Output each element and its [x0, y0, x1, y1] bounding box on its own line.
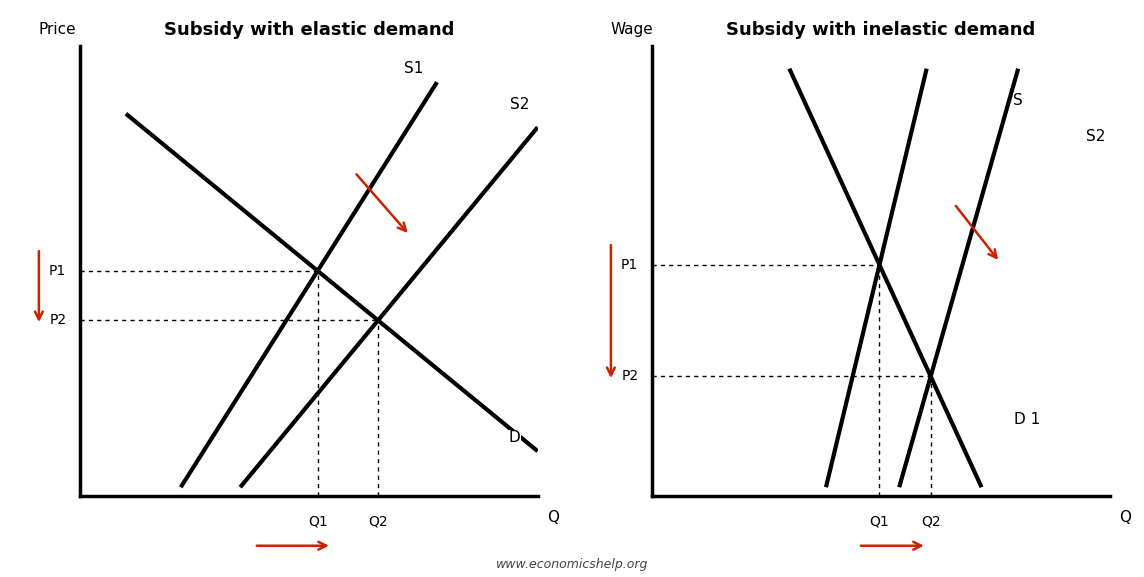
Text: P1: P1 — [621, 258, 638, 272]
Text: Price: Price — [39, 22, 77, 37]
Text: P2: P2 — [621, 369, 638, 384]
Text: Q: Q — [547, 509, 558, 524]
Text: P2: P2 — [49, 313, 66, 327]
Text: S1: S1 — [405, 61, 423, 76]
Title: Subsidy with elastic demand: Subsidy with elastic demand — [164, 21, 454, 39]
Text: P1: P1 — [49, 264, 66, 278]
Text: Q2: Q2 — [921, 514, 940, 528]
Text: S2: S2 — [1087, 129, 1105, 144]
Title: Subsidy with inelastic demand: Subsidy with inelastic demand — [726, 21, 1035, 39]
Text: Q1: Q1 — [308, 514, 327, 528]
Text: Q1: Q1 — [869, 514, 889, 528]
Text: S: S — [1014, 93, 1023, 108]
Text: Q: Q — [1119, 509, 1130, 524]
Text: D 1: D 1 — [1015, 412, 1040, 427]
Text: D: D — [509, 430, 521, 445]
Text: S2: S2 — [510, 97, 529, 112]
Text: www.economicshelp.org: www.economicshelp.org — [495, 558, 649, 571]
Text: Q2: Q2 — [368, 514, 388, 528]
Text: Wage: Wage — [611, 22, 653, 37]
